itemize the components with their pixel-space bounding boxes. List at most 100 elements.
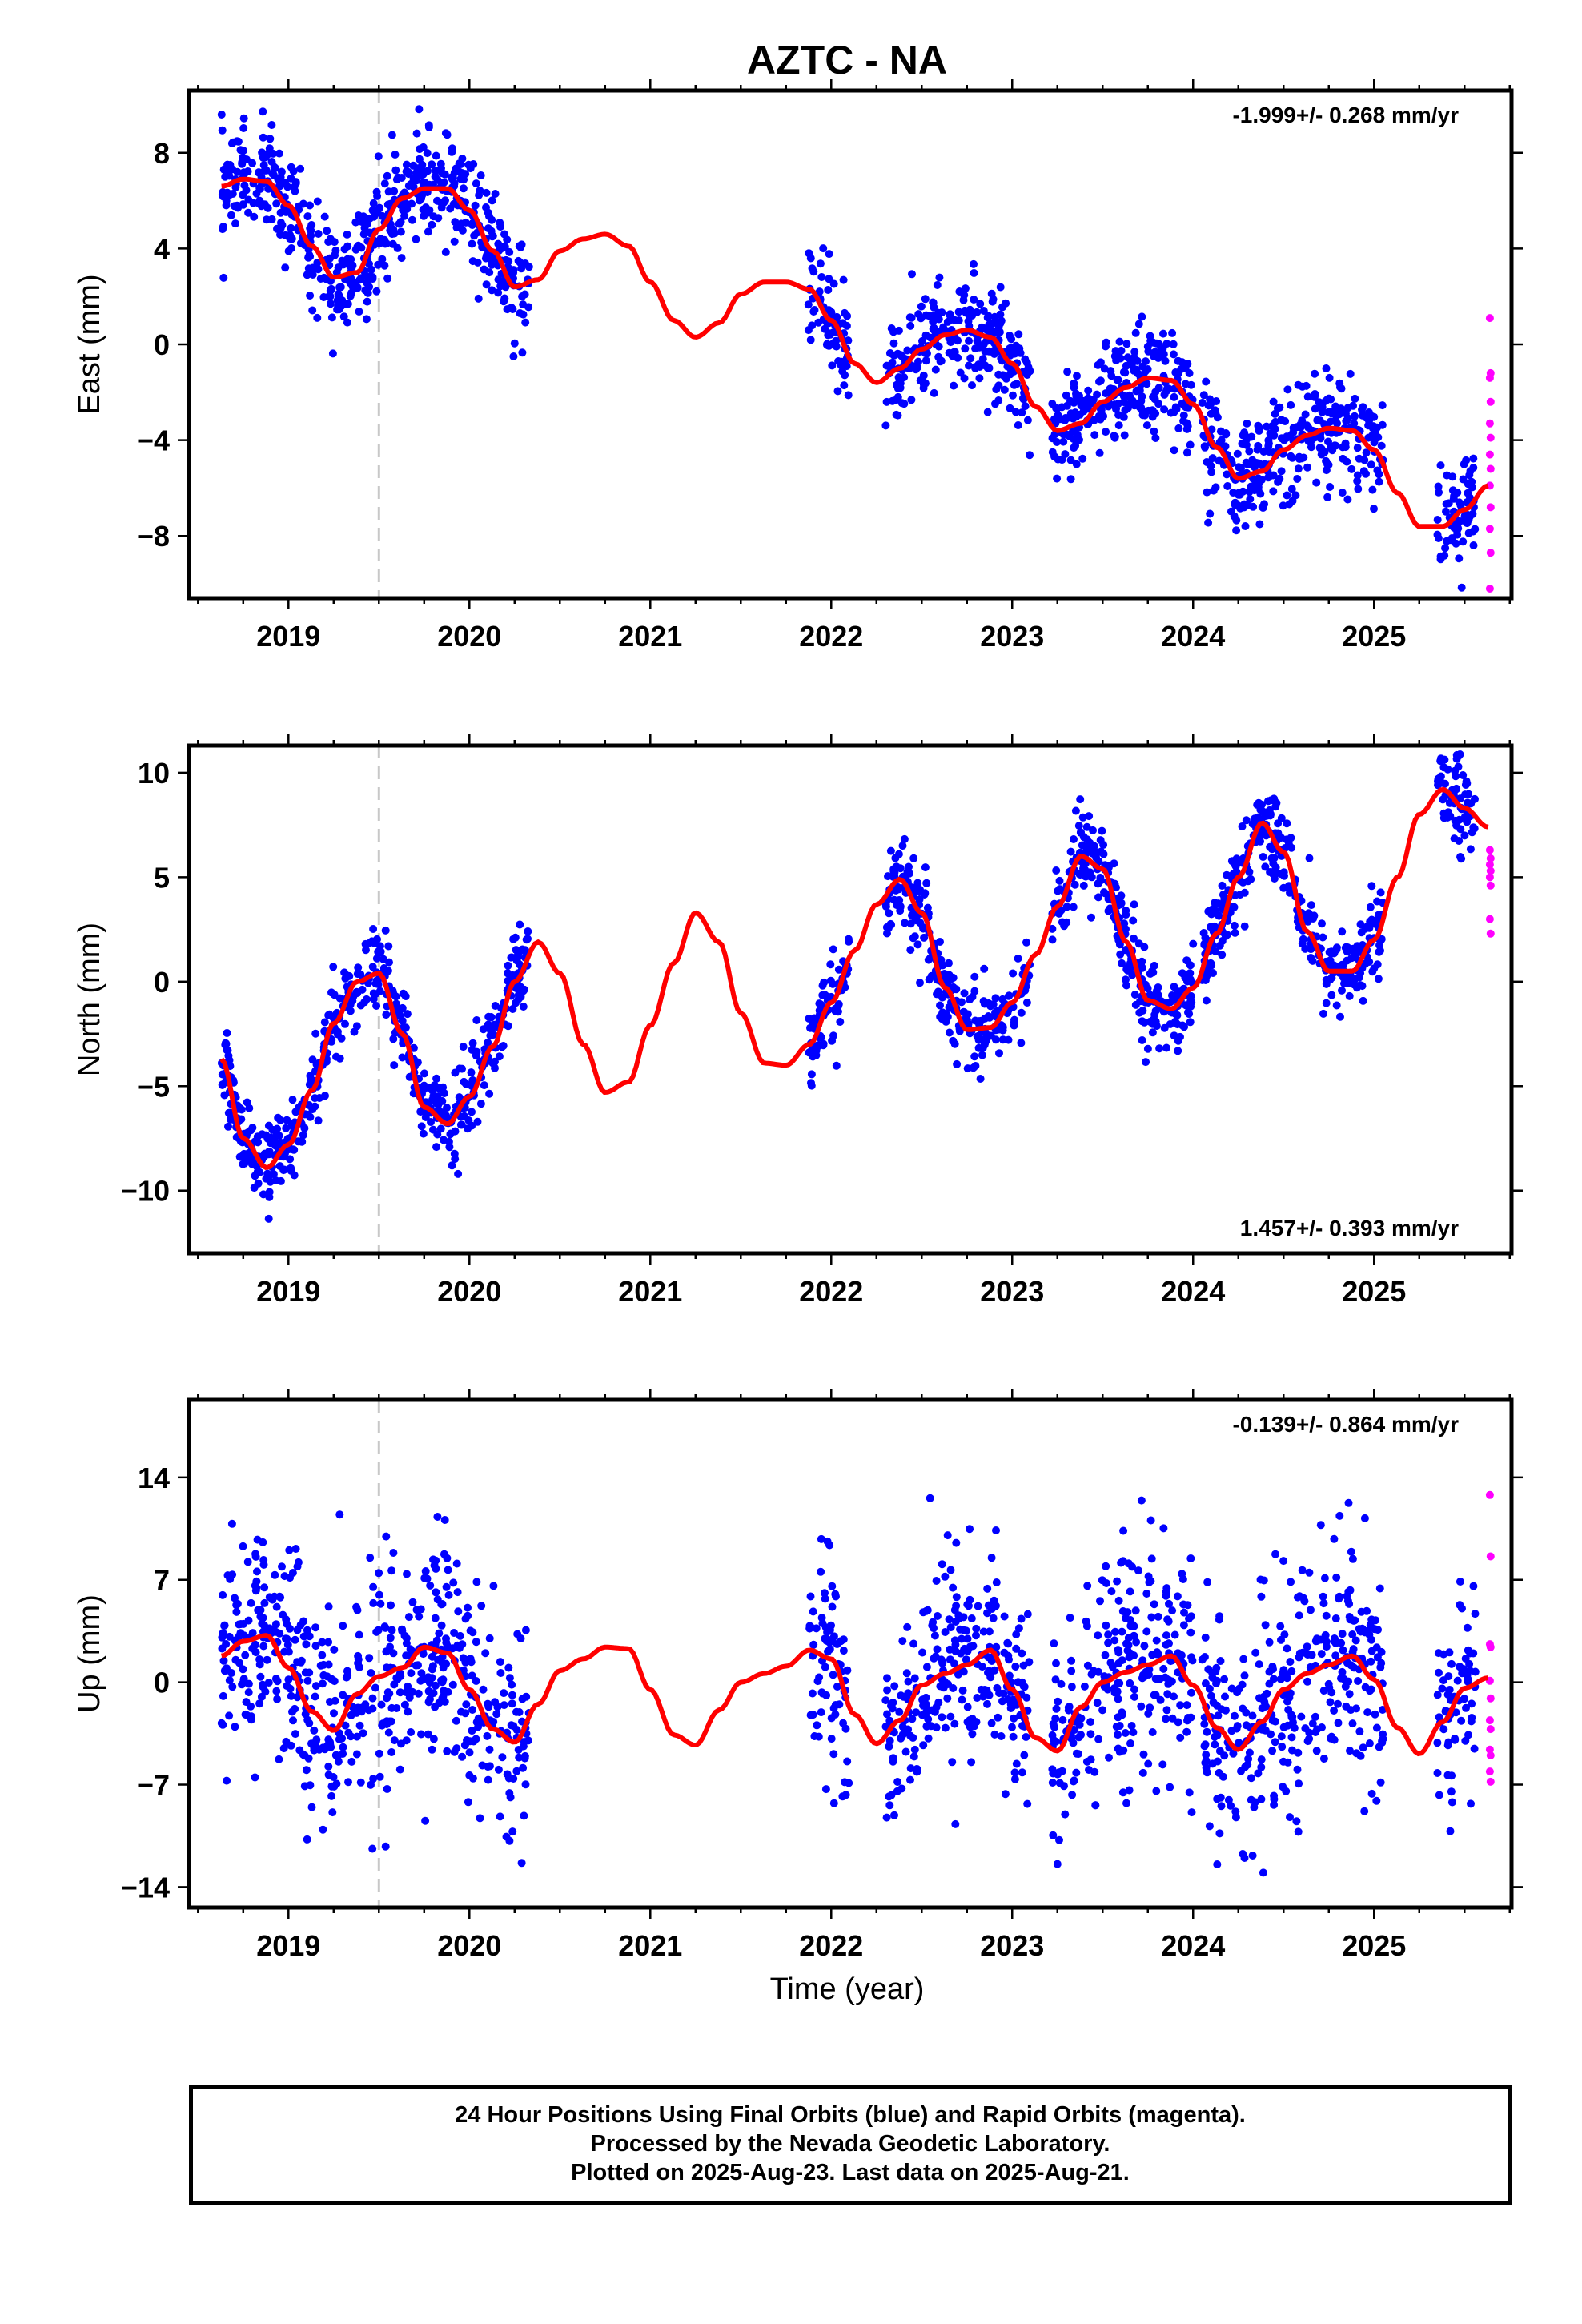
up-final-point	[251, 1552, 260, 1561]
east-final-point	[503, 305, 512, 314]
up-final-point	[1438, 1684, 1447, 1693]
up-final-point	[367, 1780, 375, 1789]
up-final-point	[882, 1813, 891, 1822]
north-final-point	[429, 1125, 437, 1134]
east-final-point	[348, 261, 357, 270]
north-final-point	[1186, 977, 1195, 986]
north-final-point	[832, 1061, 841, 1070]
north-final-point	[1223, 870, 1231, 879]
east-final-point	[470, 231, 479, 240]
east-final-point	[917, 302, 926, 311]
east-final-point	[1288, 453, 1297, 462]
east-final-point	[1326, 483, 1335, 491]
up-final-point	[474, 1714, 483, 1723]
north-final-point	[885, 909, 893, 918]
east-final-point	[358, 218, 367, 227]
north-final-point	[1189, 939, 1198, 948]
north-final-point	[446, 1129, 455, 1138]
east-final-point	[424, 227, 432, 236]
up-final-point	[1463, 1623, 1472, 1632]
up-final-point	[324, 1762, 333, 1771]
up-final-point	[1148, 1728, 1157, 1736]
east-final-point	[973, 308, 982, 316]
east-final-point	[1126, 393, 1134, 402]
up-final-point	[1215, 1768, 1223, 1777]
north-final-point	[898, 842, 907, 850]
east-final-point	[475, 191, 484, 199]
east-final-point	[889, 339, 898, 348]
east-final-point	[255, 196, 264, 205]
up-final-point	[498, 1753, 507, 1762]
up-final-point	[1439, 1725, 1448, 1734]
up-final-point	[1022, 1693, 1031, 1702]
up-final-point	[1295, 1592, 1304, 1601]
east-final-point	[277, 167, 286, 176]
up-final-point	[1331, 1614, 1340, 1622]
north-final-point	[998, 1035, 1007, 1044]
up-final-point	[1220, 1751, 1229, 1760]
east-final-point	[959, 296, 968, 304]
east-final-point	[1207, 468, 1216, 476]
up-final-point	[817, 1534, 825, 1543]
east-final-point	[1243, 419, 1251, 428]
north-final-point	[1134, 939, 1143, 948]
east-final-point	[347, 277, 356, 286]
east-final-point	[841, 308, 849, 317]
east-final-point	[1457, 583, 1466, 592]
east-final-point	[1303, 463, 1311, 472]
up-final-point	[1445, 1686, 1454, 1694]
up-final-point	[1305, 1728, 1314, 1737]
up-final-point	[455, 1643, 464, 1652]
east-final-point	[351, 218, 360, 227]
up-final-point	[327, 1791, 336, 1800]
up-final-point	[251, 1582, 259, 1590]
east-final-point	[1157, 345, 1166, 354]
up-final-point	[442, 1582, 451, 1591]
up-final-point	[1446, 1827, 1455, 1835]
caption-line-3: Plotted on 2025-Aug-23. Last data on 202…	[571, 2160, 1130, 2185]
north-final-point	[1318, 919, 1326, 928]
up-final-point	[239, 1542, 247, 1550]
north-final-point	[1122, 907, 1130, 915]
north-final-point	[311, 1029, 320, 1038]
east-final-point	[1182, 419, 1191, 428]
north-final-point	[1338, 927, 1347, 936]
east-final-point	[339, 260, 347, 269]
east-final-point	[1370, 438, 1379, 447]
up-final-point	[434, 1655, 442, 1664]
east-final-point	[1277, 467, 1286, 476]
up-final-point	[989, 1614, 998, 1622]
east-final-point	[954, 353, 962, 362]
east-final-point	[1375, 470, 1383, 479]
up-final-point	[383, 1694, 391, 1703]
up-final-point	[387, 1566, 396, 1575]
up-final-point	[1453, 1676, 1462, 1685]
up-final-point	[1376, 1778, 1385, 1787]
east-final-point	[1287, 485, 1296, 493]
north-final-point	[224, 1122, 232, 1131]
north-final-point	[1182, 956, 1191, 965]
east-rapid-point	[1486, 503, 1495, 512]
up-final-point	[468, 1774, 477, 1783]
up-final-point	[829, 1671, 837, 1679]
up-final-point	[1006, 1704, 1015, 1712]
up-rapid-point	[1485, 1745, 1494, 1754]
up-final-point	[913, 1767, 921, 1776]
east-final-point	[1264, 436, 1273, 444]
east-final-point	[1015, 344, 1024, 353]
east-final-point	[918, 336, 926, 345]
east-final-point	[335, 283, 344, 292]
east-final-point	[1434, 482, 1443, 491]
up-final-point	[924, 1715, 933, 1723]
up-final-point	[1008, 1723, 1016, 1731]
east-final-point	[1468, 477, 1476, 486]
up-final-point	[1337, 1638, 1346, 1647]
north-final-point	[327, 988, 335, 997]
up-final-point	[454, 1607, 463, 1616]
up-final-point	[1082, 1622, 1091, 1630]
up-final-point	[369, 1582, 378, 1591]
up-final-point	[1017, 1614, 1026, 1623]
up-final-point	[1163, 1690, 1172, 1699]
up-final-point	[225, 1632, 234, 1641]
